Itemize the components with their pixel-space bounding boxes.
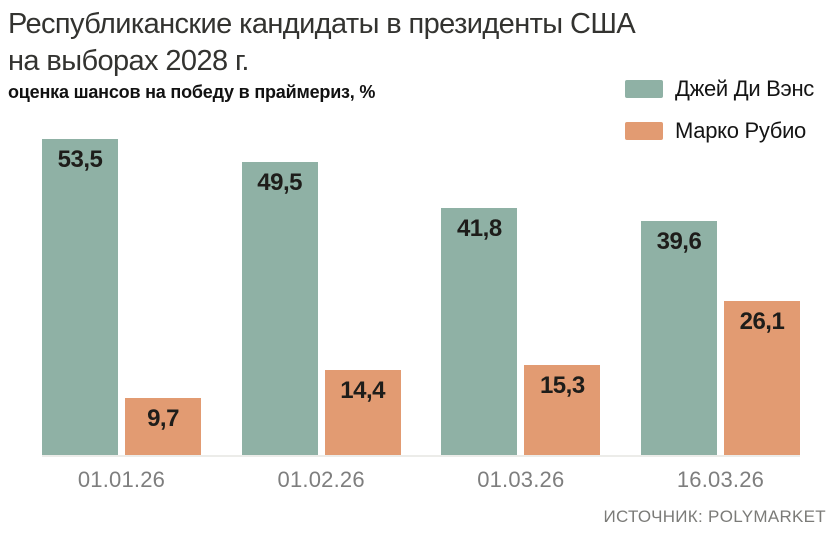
bar-value-label: 26,1 xyxy=(739,308,785,335)
x-axis-label: 16.03.26 xyxy=(676,467,765,492)
bar-vance: 49,5 xyxy=(241,162,318,455)
legend-label-rubio: Марко Рубио xyxy=(674,118,806,143)
chart-title-line2: на выборах 2028 г. xyxy=(8,45,249,77)
bar-vance: 41,8 xyxy=(441,208,518,455)
bar-group: 49,5 14,4 xyxy=(241,162,401,455)
x-axis-label: 01.02.26 xyxy=(277,467,365,492)
legend-item-rubio: Марко Рубио xyxy=(624,118,814,144)
bar-value-label: 15,3 xyxy=(539,372,585,399)
bar-value-label: 9,7 xyxy=(147,405,179,432)
bar-group: 53,5 9,7 xyxy=(42,139,201,455)
x-axis-label: 01.01.26 xyxy=(77,467,166,492)
bar-rubio: 26,1 xyxy=(723,301,800,455)
bar-vance: 39,6 xyxy=(640,221,717,455)
chart-title-line1: Республиканские кандидаты в президенты С… xyxy=(8,8,636,40)
plot-area: 53,5 9,7 49,5 14,4 41,8 15,3 39,6 26,1 xyxy=(42,120,800,457)
x-axis-label: 01.03.26 xyxy=(477,467,565,492)
x-axis-labels: 01.01.26 01.02.26 01.03.26 16.03.26 xyxy=(42,467,800,493)
bar-rubio: 15,3 xyxy=(524,365,601,455)
bar-value-label: 41,8 xyxy=(456,215,502,242)
bar-value-label: 53,5 xyxy=(57,146,103,173)
bar-value-label: 39,6 xyxy=(656,228,702,255)
bar-group: 39,6 26,1 xyxy=(640,221,800,455)
bar-rubio: 9,7 xyxy=(125,398,201,455)
bar-value-label: 49,5 xyxy=(257,169,303,196)
bar-vance: 53,5 xyxy=(42,139,118,455)
bar-group: 41,8 15,3 xyxy=(441,208,601,455)
legend-swatch-vance xyxy=(624,80,663,98)
chart-subtitle: оценка шансов на победу в праймериз, % xyxy=(8,82,376,102)
legend-label-vance: Джей Ди Вэнс xyxy=(674,76,814,101)
legend-item-vance: Джей Ди Вэнс xyxy=(624,76,814,102)
legend: Джей Ди Вэнс Марко Рубио xyxy=(624,76,814,144)
bar-value-label: 14,4 xyxy=(340,377,386,404)
chart-title: Республиканские кандидаты в президенты С… xyxy=(8,6,636,80)
legend-swatch-rubio xyxy=(624,122,663,140)
bar-rubio: 14,4 xyxy=(324,370,401,455)
source-caption: ИСТОЧНИК: POLYMARKET xyxy=(603,507,826,526)
